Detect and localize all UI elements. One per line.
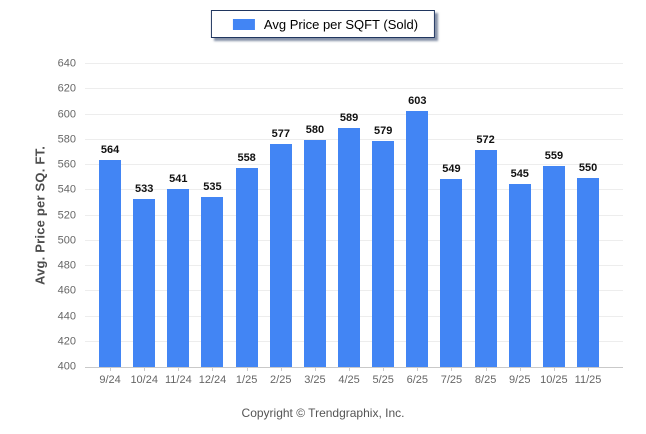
copyright-text: Copyright © Trendgraphix, Inc. [241,406,405,420]
bar-slot: 541 11/24 [161,64,195,386]
y-tick-label: 600 [57,108,76,120]
bar-value-label: 577 [271,127,290,140]
x-axis-tick [178,367,180,371]
x-axis-tick [246,367,248,371]
bar-value-label: 541 [169,173,188,185]
y-tick-label: 500 [57,234,76,247]
bar-slot: 564 9/24 [93,64,127,386]
x-axis-label: 9/24 [99,374,121,386]
bar-value-label: 572 [476,133,495,146]
bar-value-label: 564 [100,143,120,156]
y-tick-label: 420 [57,335,76,348]
y-tick-label: 460 [57,284,76,297]
bar-slot: 533 10/24 [127,64,161,386]
bar-value-label: 558 [237,151,256,164]
x-axis-tick [485,367,487,371]
bar[interactable] [99,159,122,367]
legend[interactable]: Avg Price per SQFT (Sold) [210,10,436,38]
bar[interactable] [201,196,224,367]
bar-slot: 579 5/25 [366,64,400,386]
x-axis-tick [417,367,419,371]
y-tick-label: 540 [57,183,76,196]
plot-area: 564 9/24 533 10/24 541 11/24 535 12/24 558 1/25 57… [85,63,623,386]
x-axis-tick [314,367,316,371]
x-axis-tick [553,367,555,371]
x-axis-label: 5/25 [372,374,394,386]
bar-value-label: 579 [374,125,393,138]
bar[interactable] [372,141,395,367]
y-tick-label: 480 [57,259,76,272]
gridline [85,63,623,64]
y-tick-label: 440 [57,310,76,322]
bar[interactable] [474,149,497,367]
bar-value-label: 533 [135,183,154,196]
bar[interactable] [542,166,565,367]
x-axis-tick [519,367,521,371]
y-tick-label: 580 [57,133,76,146]
x-axis-tick [144,367,146,371]
bar-slot: 572 8/25 [469,64,503,386]
x-axis-label: 8/25 [474,374,497,386]
y-tick-label: 640 [57,57,76,70]
x-axis-label: 12/24 [198,374,227,386]
bar-slot: 580 3/25 [298,64,332,386]
x-axis-label: 2/25 [270,374,292,386]
bar-value-label: 549 [442,162,461,175]
x-axis-tick [383,367,385,371]
x-axis-label: 9/25 [509,374,531,386]
bar-value-label: 535 [203,180,222,193]
x-axis-tick [280,367,282,371]
bar-slot: 559 10/25 [537,64,571,386]
bar[interactable] [440,178,463,367]
legend-swatch [232,18,255,30]
bar[interactable] [133,199,156,367]
x-axis-label: 1/25 [235,374,258,386]
bar[interactable] [167,189,190,367]
bar-value-label: 580 [305,123,325,136]
bar-value-label: 559 [544,150,564,163]
y-axis: 400 420 440 460 480 500 520 540 560 580 600 620 640 [0,58,76,372]
x-axis-tick [451,367,453,371]
bar-slot: 577 2/25 [264,64,298,386]
bar-slot: 603 6/25 [400,64,434,386]
bar-slot: 589 4/25 [332,64,366,386]
bar[interactable] [338,128,361,367]
bar-slot: 545 9/25 [503,64,537,386]
bar-value-label: 545 [510,167,529,180]
x-axis-label: 7/25 [440,374,463,386]
bar-value-label: 589 [339,112,359,125]
x-axis-tick [212,367,214,371]
bar[interactable] [577,177,600,367]
bars: 564 9/24 533 10/24 541 11/24 535 12/24 558 1/25 57… [93,64,605,386]
x-axis-tick [588,367,590,371]
bar[interactable] [235,167,258,367]
bar[interactable] [406,110,429,367]
bar-value-label: 550 [578,161,598,174]
legend-label: Avg Price per SQFT (Sold) [263,16,419,32]
y-tick-label: 620 [57,82,76,95]
x-axis-label: 10/24 [130,374,158,386]
gridline [85,88,623,90]
bar-slot: 558 1/25 [230,64,264,386]
x-axis-tick [349,367,351,371]
bar-slot: 535 12/24 [195,64,229,385]
bar[interactable] [269,143,292,367]
x-axis-label: 3/25 [304,374,326,386]
bar[interactable] [508,183,531,367]
gridline [85,113,623,115]
bar-value-label: 603 [408,94,427,107]
x-axis-label: 11/25 [574,374,602,386]
bar-slot: 549 7/25 [434,64,468,386]
y-tick-label: 560 [57,158,76,171]
bar[interactable] [303,139,326,367]
x-axis-label: 10/25 [540,374,568,386]
y-tick-label: 520 [57,209,76,221]
y-tick-label: 400 [57,360,76,373]
x-axis-label: 6/25 [406,374,429,386]
bar-slot: 550 11/25 [571,64,605,385]
x-axis-label: 4/25 [338,374,360,386]
x-axis-tick [110,367,112,371]
x-axis-label: 11/24 [164,374,192,386]
